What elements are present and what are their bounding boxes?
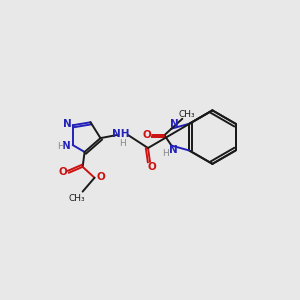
Text: H: H <box>58 142 64 151</box>
Text: H: H <box>162 149 169 158</box>
Text: N: N <box>62 141 71 151</box>
Text: N: N <box>63 119 72 129</box>
Text: CH₃: CH₃ <box>179 110 196 119</box>
Text: N: N <box>169 146 178 155</box>
Text: O: O <box>96 172 105 182</box>
Text: O: O <box>148 162 156 172</box>
Text: CH₃: CH₃ <box>68 194 85 203</box>
Text: O: O <box>142 130 151 140</box>
Text: H: H <box>119 139 126 148</box>
Text: N: N <box>170 119 179 129</box>
Text: NH: NH <box>112 129 129 139</box>
Text: O: O <box>58 167 67 177</box>
